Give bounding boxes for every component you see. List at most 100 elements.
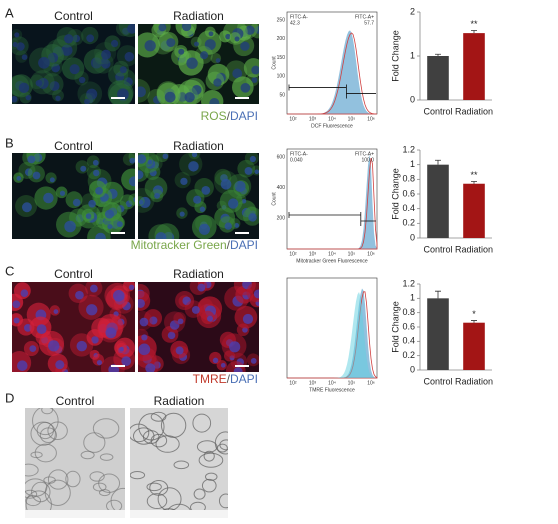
- nucleus: [167, 331, 176, 340]
- nucleus: [72, 198, 81, 207]
- nucleus: [36, 324, 47, 335]
- nucleus: [55, 95, 61, 101]
- y-tick-label: 1: [410, 293, 415, 303]
- nucleus: [212, 357, 219, 364]
- image-title: Control: [54, 9, 93, 23]
- flow-x-tick-label: 10³: [309, 116, 317, 122]
- x-tick-label: Control: [423, 106, 452, 116]
- organelle: [155, 435, 180, 453]
- nucleus: [144, 40, 156, 52]
- organelle: [130, 423, 150, 443]
- nucleus: [104, 209, 115, 219]
- nucleus: [75, 290, 84, 300]
- nucleus: [16, 42, 25, 51]
- nucleus: [251, 77, 258, 83]
- organelle: [132, 427, 155, 445]
- organelle: [198, 452, 224, 468]
- micrograph: [138, 282, 259, 372]
- nucleus: [164, 91, 176, 103]
- nucleus: [29, 345, 37, 352]
- nucleus: [213, 78, 222, 87]
- cell: [148, 224, 173, 239]
- image-footer: [25, 510, 125, 518]
- nucleus: [89, 284, 98, 293]
- nucleus: [242, 313, 254, 325]
- error-bar: [435, 290, 441, 299]
- nucleus: [254, 26, 259, 34]
- nucleus: [121, 356, 132, 367]
- organelle: [99, 453, 114, 461]
- caption-part: /: [227, 238, 231, 252]
- organelle: [32, 408, 59, 436]
- nucleus: [166, 38, 176, 48]
- organelle: [138, 413, 165, 441]
- nucleus: [193, 195, 202, 204]
- caption: ROS/DAPI: [201, 109, 258, 123]
- nucleus: [209, 98, 220, 104]
- flow-x-tick-label: 10⁴: [328, 116, 336, 122]
- nucleus: [86, 304, 98, 316]
- nucleus: [138, 170, 144, 180]
- nucleus: [128, 176, 135, 187]
- flow-x-tick-label: 10⁵: [348, 380, 356, 386]
- organelle: [83, 432, 106, 453]
- flow-y-tick-label: 250: [277, 17, 286, 23]
- flow-x-tick-label: 10⁵: [348, 251, 356, 257]
- nucleus: [241, 198, 247, 204]
- nucleus: [107, 223, 113, 230]
- nucleus: [119, 66, 127, 74]
- nucleus: [204, 39, 216, 51]
- organelle: [201, 478, 217, 493]
- histogram-outline: [287, 32, 378, 115]
- flow-plot-frame: [286, 148, 378, 250]
- nucleus: [12, 42, 18, 48]
- gate-line: [288, 84, 376, 99]
- nucleus: [194, 41, 199, 47]
- flow-x-label: Mitotracker Green Fluorescence: [296, 258, 368, 264]
- organelle: [130, 470, 146, 480]
- nucleus: [253, 289, 259, 299]
- nucleus: [76, 340, 88, 352]
- image-title: Control: [54, 267, 93, 281]
- flow-y-tick-label: 50: [279, 93, 285, 99]
- bar: [463, 183, 485, 238]
- y-tick-label: 0: [410, 364, 415, 374]
- nucleus: [110, 39, 119, 48]
- nucleus: [244, 166, 253, 175]
- nucleus: [141, 334, 148, 341]
- nucleus: [16, 176, 22, 181]
- nucleus: [229, 355, 235, 361]
- y-tick-label: 0.4: [402, 336, 415, 346]
- nucleus: [139, 317, 149, 327]
- nucleus: [128, 284, 135, 291]
- y-tick-label: 0.8: [402, 174, 415, 184]
- nucleus: [240, 82, 251, 93]
- nucleus: [153, 361, 161, 369]
- gate-name: FITC-A-: [290, 14, 308, 20]
- nucleus: [64, 220, 76, 233]
- panel-label: A: [5, 5, 14, 20]
- nucleus: [201, 186, 211, 195]
- nucleus: [234, 36, 240, 42]
- cell: [219, 30, 232, 43]
- organelle: [34, 443, 57, 463]
- micrograph: [138, 153, 259, 239]
- micrograph: [12, 24, 135, 104]
- organelle: [173, 460, 190, 470]
- nucleus: [220, 178, 232, 190]
- caption-part: DAPI: [230, 109, 258, 123]
- image-title: Radiation: [173, 139, 224, 153]
- caption-part: Mitotracker Green: [131, 238, 227, 252]
- y-tick-label: 1.2: [402, 278, 415, 288]
- nucleus: [138, 298, 145, 308]
- organelle: [43, 476, 56, 484]
- gate-percent: 42.3: [290, 20, 300, 26]
- organelle: [47, 469, 69, 490]
- nucleus: [55, 360, 65, 370]
- nucleus: [69, 64, 80, 75]
- gate-percent: 0.040: [290, 157, 303, 163]
- caption-part: ROS: [201, 109, 227, 123]
- image-title: Control: [54, 139, 93, 153]
- flow-x-tick-label: 10³: [309, 380, 317, 386]
- nucleus: [138, 86, 146, 98]
